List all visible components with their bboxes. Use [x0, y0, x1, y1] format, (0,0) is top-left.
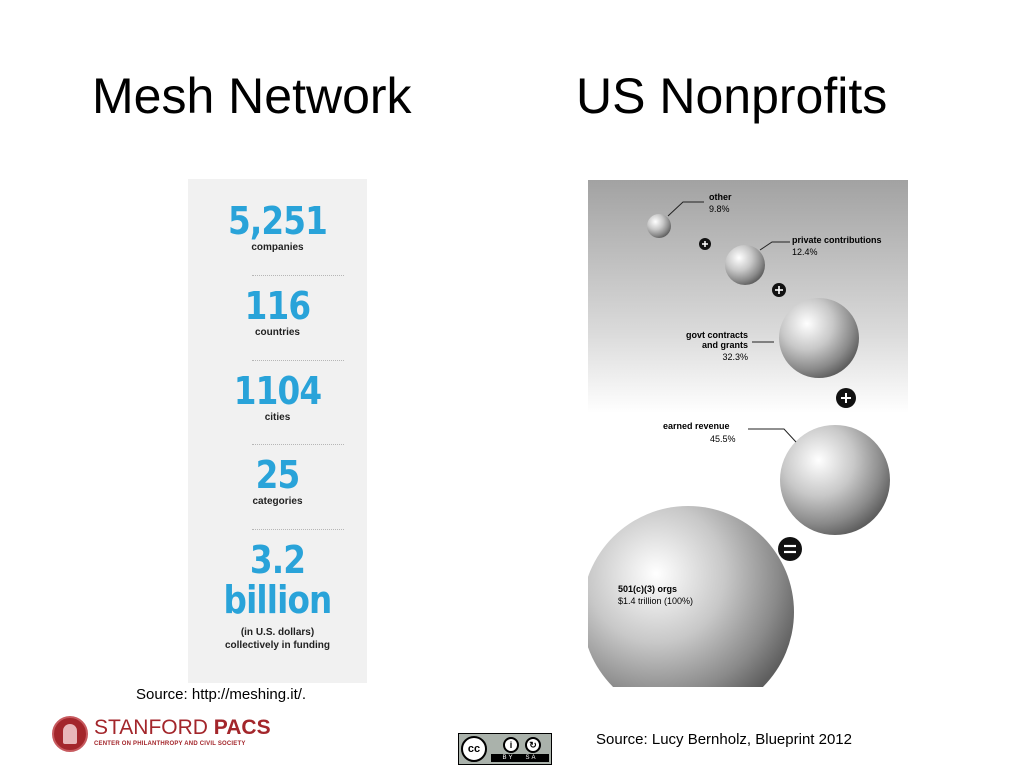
cc-sa-label: SA: [525, 755, 538, 761]
label-govt-line2: and grants: [702, 340, 748, 350]
mesh-source: Source: http://meshing.it/.: [136, 686, 307, 703]
nonprofits-source: Source: Lucy Bernholz, Blueprint 2012: [596, 731, 852, 748]
label-govt-line1: govt contracts: [686, 330, 748, 340]
cc-by-sa-badge: cc i ↻ BY SA: [458, 733, 552, 765]
divider: [252, 444, 344, 445]
stat-companies: 5,251 companies: [188, 201, 367, 254]
plus-icon: [836, 388, 856, 408]
label-private: private contributions: [792, 235, 882, 245]
funding-unit: billion: [223, 578, 333, 622]
stat-funding: 3.2 billion (in U.S. dollars) collective…: [188, 540, 367, 652]
stat-countries: 116 countries: [188, 286, 367, 339]
title-us-nonprofits: US Nonprofits: [576, 68, 888, 124]
stat-value: 116: [244, 284, 312, 328]
stat-categories: 25 categories: [188, 455, 367, 508]
stat-value: 25: [255, 453, 301, 497]
stat-cities: 1104 cities: [188, 371, 367, 424]
stanford-subtitle: CENTER ON PHILANTHROPY AND CIVIL SOCIETY: [94, 741, 246, 747]
value-other: 9.8%: [709, 204, 730, 214]
divider: [252, 275, 344, 276]
cc-bar: BY SA: [491, 754, 549, 762]
stat-value: 1104: [233, 369, 322, 413]
stat-value: 5,251: [227, 199, 328, 243]
stanford-pacs-logo: STANFORD PACS CENTER ON PHILANTHROPY AND…: [52, 716, 271, 756]
divider: [252, 529, 344, 530]
leader-earned: [748, 428, 797, 443]
value-total: $1.4 trillion (100%): [618, 596, 693, 606]
cc-by-label: BY: [502, 755, 515, 761]
divider: [252, 360, 344, 361]
bubble-govt-contracts: [779, 298, 859, 378]
mesh-network-infographic: 5,251 companies 116 countries 1104 citie…: [188, 179, 367, 683]
share-alike-icon: ↻: [525, 737, 541, 753]
bubble-private-contributions: [725, 245, 765, 285]
label-earned: earned revenue: [663, 421, 730, 431]
equals-icon: [778, 537, 802, 561]
bubble-earned-revenue: [780, 425, 890, 535]
stat-label: companies: [251, 242, 304, 253]
funding-label-line1: (in U.S. dollars): [240, 627, 315, 638]
stat-label: countries: [254, 327, 300, 338]
value-earned: 45.5%: [710, 434, 736, 444]
stat-label: cities: [264, 412, 291, 423]
leader-private: [759, 241, 790, 251]
plus-icon: [772, 283, 786, 297]
bubble-other: [647, 214, 671, 238]
label-total: 501(c)(3) orgs: [618, 584, 677, 594]
pacs-word: PACS: [213, 716, 271, 739]
funding-label-line2: collectively in funding: [224, 640, 330, 651]
value-govt: 32.3%: [722, 352, 748, 362]
us-nonprofits-infographic: other 9.8% private contributions 12.4% g…: [588, 180, 908, 687]
leader-other: [667, 201, 704, 217]
stanford-wordmark: STANFORD PACS: [94, 716, 271, 740]
stat-label: categories: [252, 496, 303, 507]
value-private: 12.4%: [792, 247, 818, 257]
bubble-total: [588, 506, 794, 687]
title-mesh-network: Mesh Network: [92, 68, 412, 124]
plus-icon: [699, 238, 711, 250]
funding-value: 3.2: [249, 538, 306, 582]
attribution-icon: i: [503, 737, 519, 753]
nonprofit-bubbles: other 9.8% private contributions 12.4% g…: [588, 192, 890, 687]
stanford-seal-icon: [52, 716, 88, 752]
stanford-word: STANFORD: [94, 716, 208, 739]
cc-icon: cc: [461, 736, 487, 762]
label-other: other: [709, 192, 732, 202]
